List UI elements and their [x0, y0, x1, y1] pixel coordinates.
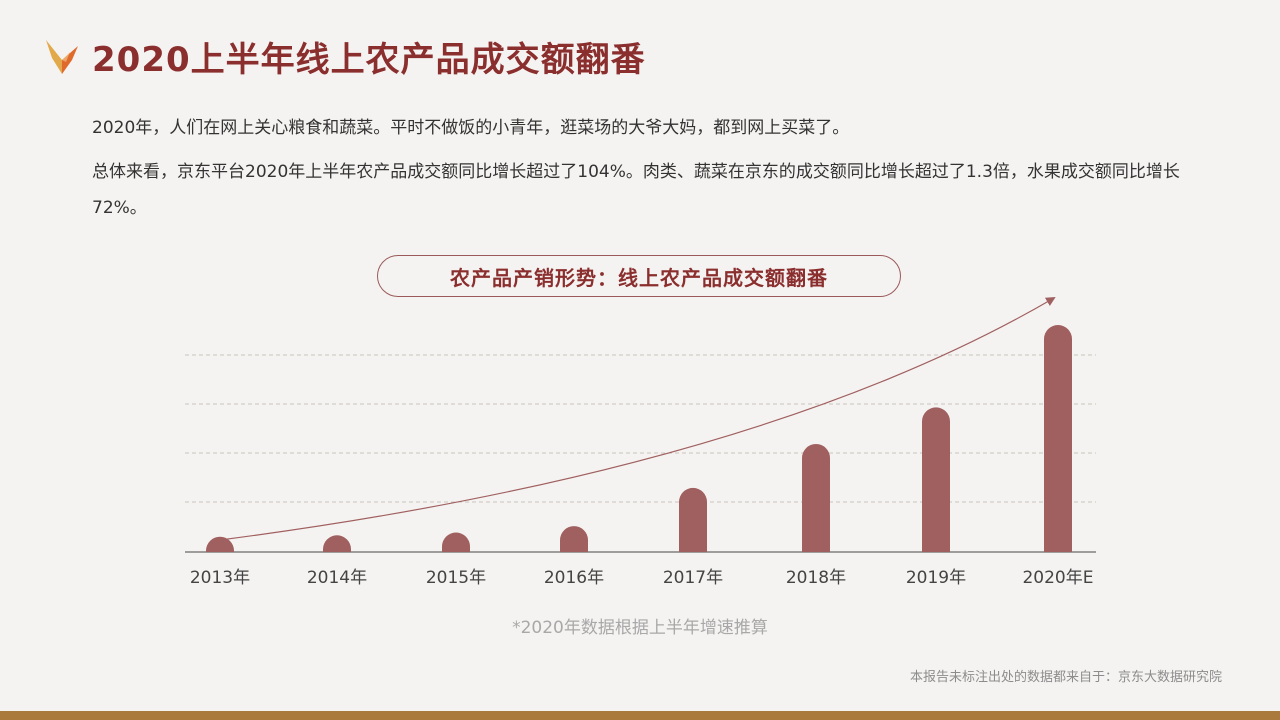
bar [442, 532, 470, 552]
x-tick-label: 2013年 [190, 568, 250, 588]
intro-text: 2020年，人们在网上关心粮食和蔬菜。平时不做饭的小青年，逛菜场的大爷大妈，都到… [92, 110, 1192, 234]
bar [206, 536, 234, 552]
x-tick-label: 2015年 [426, 568, 486, 588]
brand-logo-icon [46, 40, 78, 74]
x-tick-label: 2017年 [663, 568, 723, 588]
x-tick-label: 2020年E [1022, 568, 1093, 588]
intro-paragraph-1: 2020年，人们在网上关心粮食和蔬菜。平时不做饭的小青年，逛菜场的大爷大妈，都到… [92, 118, 850, 138]
bar [560, 526, 588, 552]
bar [922, 407, 950, 552]
bar [802, 443, 830, 552]
x-tick-label: 2019年 [906, 568, 966, 588]
x-tick-label: 2016年 [544, 568, 604, 588]
chart-header-pill: 农产品产销形势：线上农产品成交额翻番 [377, 255, 901, 297]
page-title: 2020上半年线上农产品成交额翻番 [92, 40, 646, 80]
bottom-bar [0, 711, 1280, 720]
bar [323, 535, 351, 552]
intro-paragraph-2: 总体来看，京东平台2020年上半年农产品成交额同比增长超过了104%。肉类、蔬菜… [92, 162, 1180, 218]
source-note: 本报告未标注出处的数据都来自于：京东大数据研究院 [909, 670, 1222, 685]
bar [679, 487, 707, 552]
chart-header-label: 农产品产销形势：线上农产品成交额翻番 [450, 265, 828, 290]
footnote: *2020年数据根据上半年增速推算 [512, 618, 768, 638]
bar [1044, 325, 1072, 552]
trend-arrow [219, 297, 1056, 541]
x-tick-label: 2014年 [307, 568, 367, 588]
x-tick-label: 2018年 [786, 568, 846, 588]
